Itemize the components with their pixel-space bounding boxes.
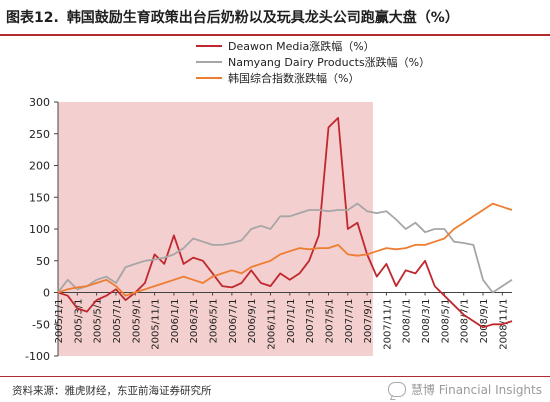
x-tick-label: 2007/5/1 (324, 299, 335, 344)
x-tick-label: 2008/5/1 (440, 299, 451, 344)
x-tick-label: 2005/11/1 (151, 299, 162, 350)
y-tick-label: -50 (32, 318, 50, 331)
y-tick-label: 200 (29, 160, 50, 173)
line-chart: -100 -50 0 50 100 150 200 250 300 2005/1/1 2005/3/… (25, 39, 513, 363)
x-tick-label: 2005/5/1 (93, 299, 104, 344)
y-tick-label: 100 (29, 223, 50, 236)
figure-footer: 资料来源：雅虎财经，东亚前海证券研究所 慧博 Financial Insight… (0, 376, 550, 402)
x-tick-label: 2006/7/1 (228, 299, 239, 344)
x-tick-label: 2006/5/1 (209, 299, 220, 344)
legend-label-3: 韩国综合指数涨跌幅（%） (228, 71, 359, 85)
x-tick-label: 2005/1/1 (54, 299, 65, 344)
y-tick-label: 250 (29, 128, 50, 141)
x-tick-label: 2007/3/1 (305, 299, 316, 344)
shaded-period (58, 102, 373, 356)
x-tick-label: 2006/11/1 (267, 299, 278, 350)
y-tick-label: 300 (29, 96, 50, 109)
legend-label-1: Deawon Media涨跌幅（%） (228, 39, 375, 53)
x-tick-label: 2008/9/1 (479, 298, 490, 343)
x-tick-label: 2007/9/1 (363, 299, 374, 344)
figure-title: 韩国鼓励生育政策出台后奶粉以及玩具龙头公司跑赢大盘（%） (66, 10, 459, 26)
series-line-2 (57, 202, 513, 294)
x-tick-label: 2005/7/1 (112, 299, 123, 344)
figure-label: 图表12. (6, 10, 59, 26)
watermark-text: 慧博 Financial Insights (410, 383, 542, 397)
wechat-icon (387, 382, 406, 397)
y-tick-label: -100 (25, 350, 50, 363)
y-tick-label: 50 (36, 255, 50, 268)
x-tick-label: 2007/7/1 (344, 299, 355, 344)
series-line-3 (57, 202, 513, 297)
source-note: 资料来源：雅虎财经，东亚前海证券研究所 (12, 385, 212, 397)
watermark: 慧博 Financial Insights (387, 381, 542, 398)
x-tick-label: 2006/1/1 (170, 299, 181, 344)
x-tick-label: 2007/11/1 (382, 299, 393, 350)
x-tick-label: 2008/7/1 (460, 299, 471, 344)
y-tick-label: 150 (29, 191, 50, 204)
x-tick-label: 2008/1/1 (402, 299, 413, 344)
x-tick-label: 2006/9/1 (247, 299, 258, 344)
y-tick-label: 0 (43, 287, 50, 300)
x-tick-label: 2005/9/1 (131, 299, 142, 344)
x-tick-label: 2005/3/1 (73, 299, 84, 344)
x-tick-label: 2008/3/1 (421, 299, 432, 344)
x-tick-label: 2006/3/1 (189, 299, 200, 344)
figure-header: 图表12. 韩国鼓励生育政策出台后奶粉以及玩具龙头公司跑赢大盘（%） (0, 0, 550, 36)
legend-label-2: Namyang Dairy Products涨跌幅（%） (228, 55, 430, 69)
x-tick-label: 2007/1/1 (286, 299, 297, 344)
